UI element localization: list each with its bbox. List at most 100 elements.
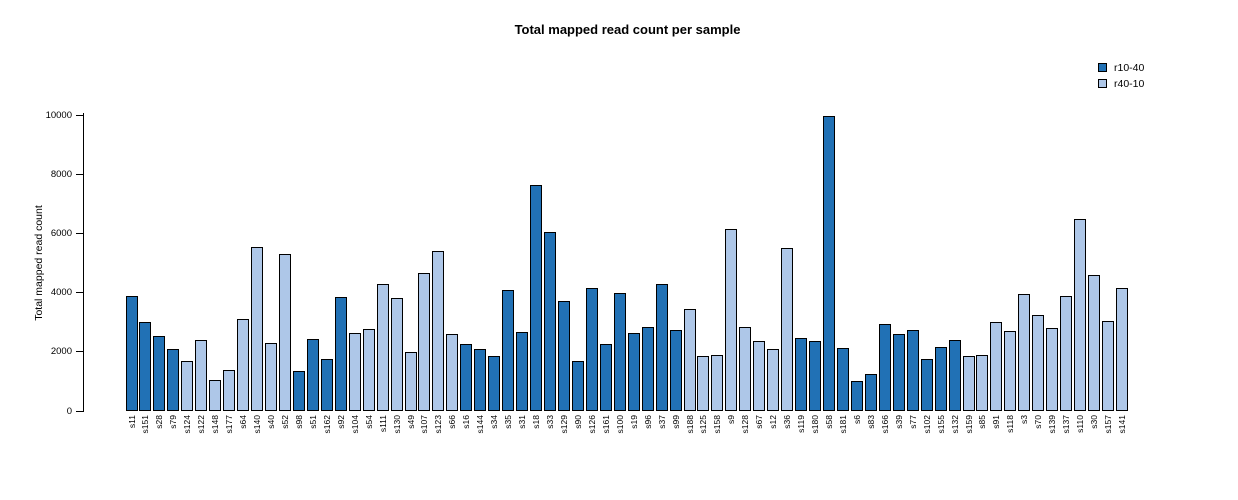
x-tick-label: s11	[126, 415, 137, 429]
x-tick-label: s126	[586, 415, 597, 434]
bar-s111	[376, 283, 389, 411]
bar-s151	[139, 322, 152, 411]
bar-s132	[948, 339, 961, 411]
x-tick-label: s90	[572, 415, 583, 429]
x-tick-label: s137	[1061, 415, 1072, 434]
x-tick-label: s83	[865, 415, 876, 429]
y-tick-mark	[76, 410, 83, 412]
bar-s90	[571, 360, 584, 411]
x-tick-label: s79	[168, 415, 179, 429]
bar-s83	[864, 374, 877, 411]
bar-s137	[1060, 295, 1073, 411]
legend-item-r10-40: r10-40	[1098, 61, 1144, 74]
x-tick-label: s30	[1089, 415, 1100, 429]
x-tick-label: s92	[335, 415, 346, 429]
y-tick-mark	[76, 351, 83, 353]
x-tick-label: s54	[363, 415, 374, 429]
bar-s102	[920, 359, 933, 411]
x-tick-label: s157	[1103, 415, 1113, 434]
bar-s188	[683, 308, 696, 411]
x-tick-label: s132	[949, 415, 960, 434]
y-tick-label: 0	[66, 405, 72, 417]
bar-s31	[516, 331, 529, 411]
y-tick-mark	[76, 173, 83, 175]
x-tick-label: s36	[782, 415, 793, 429]
bar-s98	[292, 371, 305, 411]
x-tick-label: s111	[377, 415, 388, 433]
bar-s58	[823, 116, 835, 411]
x-tick-label: s52	[279, 415, 290, 429]
x-tick-label: s51	[307, 415, 318, 429]
legend-swatch-r10-40	[1098, 63, 1107, 72]
bar-s100	[613, 292, 626, 411]
bar-s126	[585, 288, 598, 411]
x-tick-label: s31	[517, 415, 528, 429]
y-tick-label: 10000	[45, 109, 72, 121]
x-tick-label: s98	[293, 415, 304, 429]
bar-s52	[278, 254, 291, 411]
legend-label: r40-10	[1114, 77, 1145, 90]
bar-s66	[446, 334, 459, 411]
bar-s180	[809, 341, 822, 411]
x-tick-label: s35	[503, 415, 514, 429]
bar-s144	[474, 348, 487, 411]
y-tick-label: 6000	[50, 227, 72, 239]
x-tick-label: s161	[600, 415, 611, 434]
x-tick-label: s64	[238, 415, 249, 429]
x-tick-label: s125	[698, 415, 709, 434]
x-tick-label: s39	[893, 415, 904, 429]
bar-s49	[404, 351, 417, 411]
legend-item-r40-10: r40-10	[1098, 77, 1144, 90]
bar-s6	[850, 381, 863, 411]
x-tick-label: s139	[1047, 415, 1058, 434]
bar-s157	[1102, 320, 1114, 411]
bar-s54	[362, 328, 375, 411]
bar-s162	[320, 359, 333, 411]
bar-s51	[306, 339, 319, 411]
bar-s35	[502, 289, 515, 411]
legend: r10-40 r40-10	[1098, 61, 1144, 90]
x-tick-label: s128	[740, 415, 751, 434]
bar-s124	[181, 360, 194, 411]
bar-s40	[265, 342, 277, 411]
bar-s139	[1046, 328, 1059, 411]
x-tick-label: s140	[252, 415, 263, 434]
x-tick-label: s34	[489, 415, 500, 429]
bar-s129	[557, 301, 570, 411]
bar-s107	[418, 273, 431, 411]
legend-label: r10-40	[1114, 61, 1145, 74]
bar-s30	[1088, 274, 1101, 411]
x-tick-label: s155	[935, 415, 946, 434]
x-tick-label: s122	[196, 415, 207, 434]
x-tick-label: s181	[837, 415, 848, 434]
bar-s79	[167, 348, 180, 411]
x-tick-label: s118	[1005, 415, 1016, 433]
bar-s181	[836, 347, 849, 411]
x-tick-label: s85	[977, 415, 988, 429]
y-tick-mark	[76, 114, 83, 116]
x-tick-label: s123	[433, 415, 444, 434]
x-tick-label: s37	[656, 415, 667, 429]
bar-s16	[460, 344, 473, 411]
y-tick-label: 4000	[50, 287, 72, 299]
x-tick-label: s77	[907, 415, 918, 429]
bar-s11	[125, 295, 138, 411]
bar-s3	[1018, 294, 1031, 411]
x-tick-label: s159	[963, 415, 974, 434]
bar-s9	[725, 228, 738, 411]
legend-swatch-r40-10	[1098, 79, 1107, 88]
bar-s12	[767, 348, 780, 411]
x-tick-label: s91	[991, 415, 1002, 429]
x-tick-label: s58	[824, 415, 834, 429]
bar-s166	[878, 323, 891, 411]
bar-s37	[655, 283, 668, 411]
bar-s159	[962, 356, 975, 411]
bar-s119	[795, 338, 808, 411]
y-axis-label: Total mapped read count	[33, 205, 45, 321]
x-tick-label: s104	[349, 415, 360, 434]
bar-s125	[697, 356, 710, 411]
bar-s77	[906, 329, 919, 411]
x-tick-label: s6	[851, 415, 862, 424]
bar-s36	[781, 248, 794, 411]
